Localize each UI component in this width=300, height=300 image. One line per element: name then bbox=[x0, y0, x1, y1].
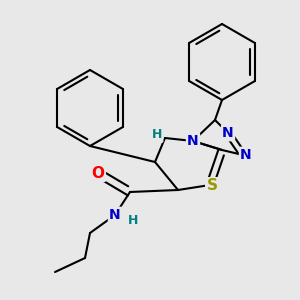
Text: H: H bbox=[128, 214, 138, 226]
Text: N: N bbox=[222, 126, 234, 140]
Text: O: O bbox=[92, 166, 104, 181]
Text: H: H bbox=[152, 128, 162, 142]
Text: N: N bbox=[187, 134, 199, 148]
Text: N: N bbox=[240, 148, 252, 162]
Text: S: S bbox=[206, 178, 218, 194]
Text: N: N bbox=[109, 208, 121, 222]
